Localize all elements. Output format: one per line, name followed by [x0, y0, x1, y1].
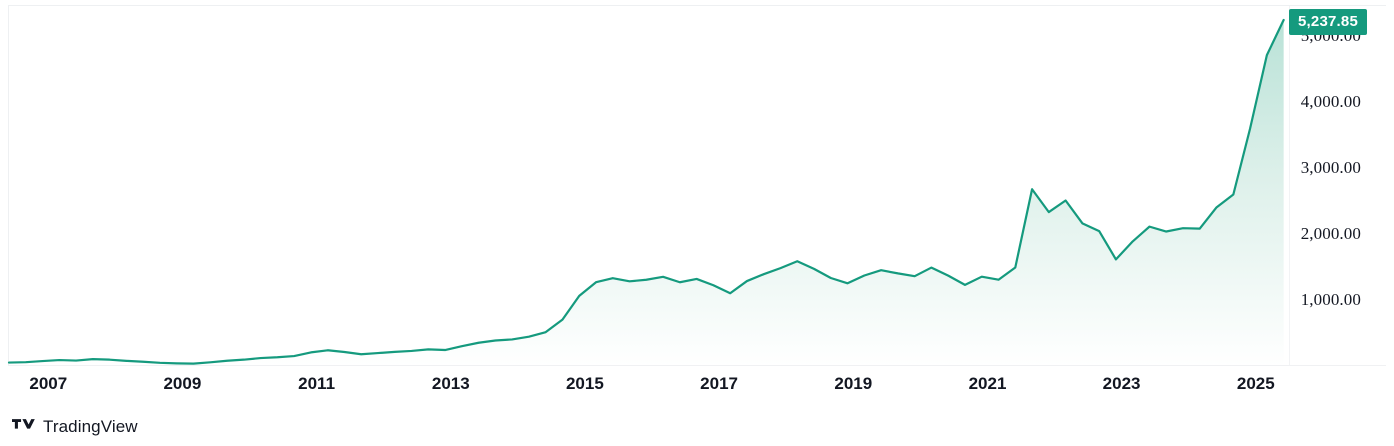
time-axis-tick: 2021	[968, 374, 1007, 393]
time-axis-tick: 2009	[163, 374, 202, 393]
last-price-badge: 5,237.85	[1289, 9, 1367, 35]
tradingview-logo-icon	[12, 419, 35, 429]
time-axis-tick: 2025	[1236, 374, 1275, 393]
time-axis-tick: 2015	[565, 374, 604, 393]
price-axis-tick: 1,000.00	[1300, 289, 1361, 309]
price-axis[interactable]: 5,000.00 4,000.00 3,000.00 2,000.00 1,000.00…	[1289, 6, 1387, 366]
price-area-chart[interactable]	[9, 6, 1287, 366]
price-line	[9, 20, 1284, 364]
time-axis-tick: 2019	[834, 374, 873, 393]
time-axis-tick: 2011	[298, 374, 336, 393]
chart-pane[interactable]: 5,000.00 4,000.00 3,000.00 2,000.00 1,000.00…	[8, 5, 1387, 366]
tradingview-brand-link[interactable]: TradingView	[12, 418, 138, 435]
price-axis-tick: 2,000.00	[1300, 223, 1361, 243]
chart-footer: TradingView	[0, 406, 1394, 446]
plot-area[interactable]	[9, 6, 1287, 366]
price-area-fill	[9, 20, 1284, 366]
price-axis-tick: 4,000.00	[1300, 91, 1361, 111]
time-axis[interactable]: 2007 2009 2011 2013 2015 2017 2019 2021 2023 2025	[8, 365, 1386, 401]
tradingview-wordmark: TradingView	[43, 416, 138, 436]
time-axis-tick: 2013	[431, 374, 470, 393]
time-axis-tick: 2023	[1102, 374, 1141, 393]
price-axis-tick: 3,000.00	[1300, 157, 1361, 177]
time-axis-tick: 2017	[700, 374, 739, 393]
time-axis-tick: 2007	[29, 374, 68, 393]
